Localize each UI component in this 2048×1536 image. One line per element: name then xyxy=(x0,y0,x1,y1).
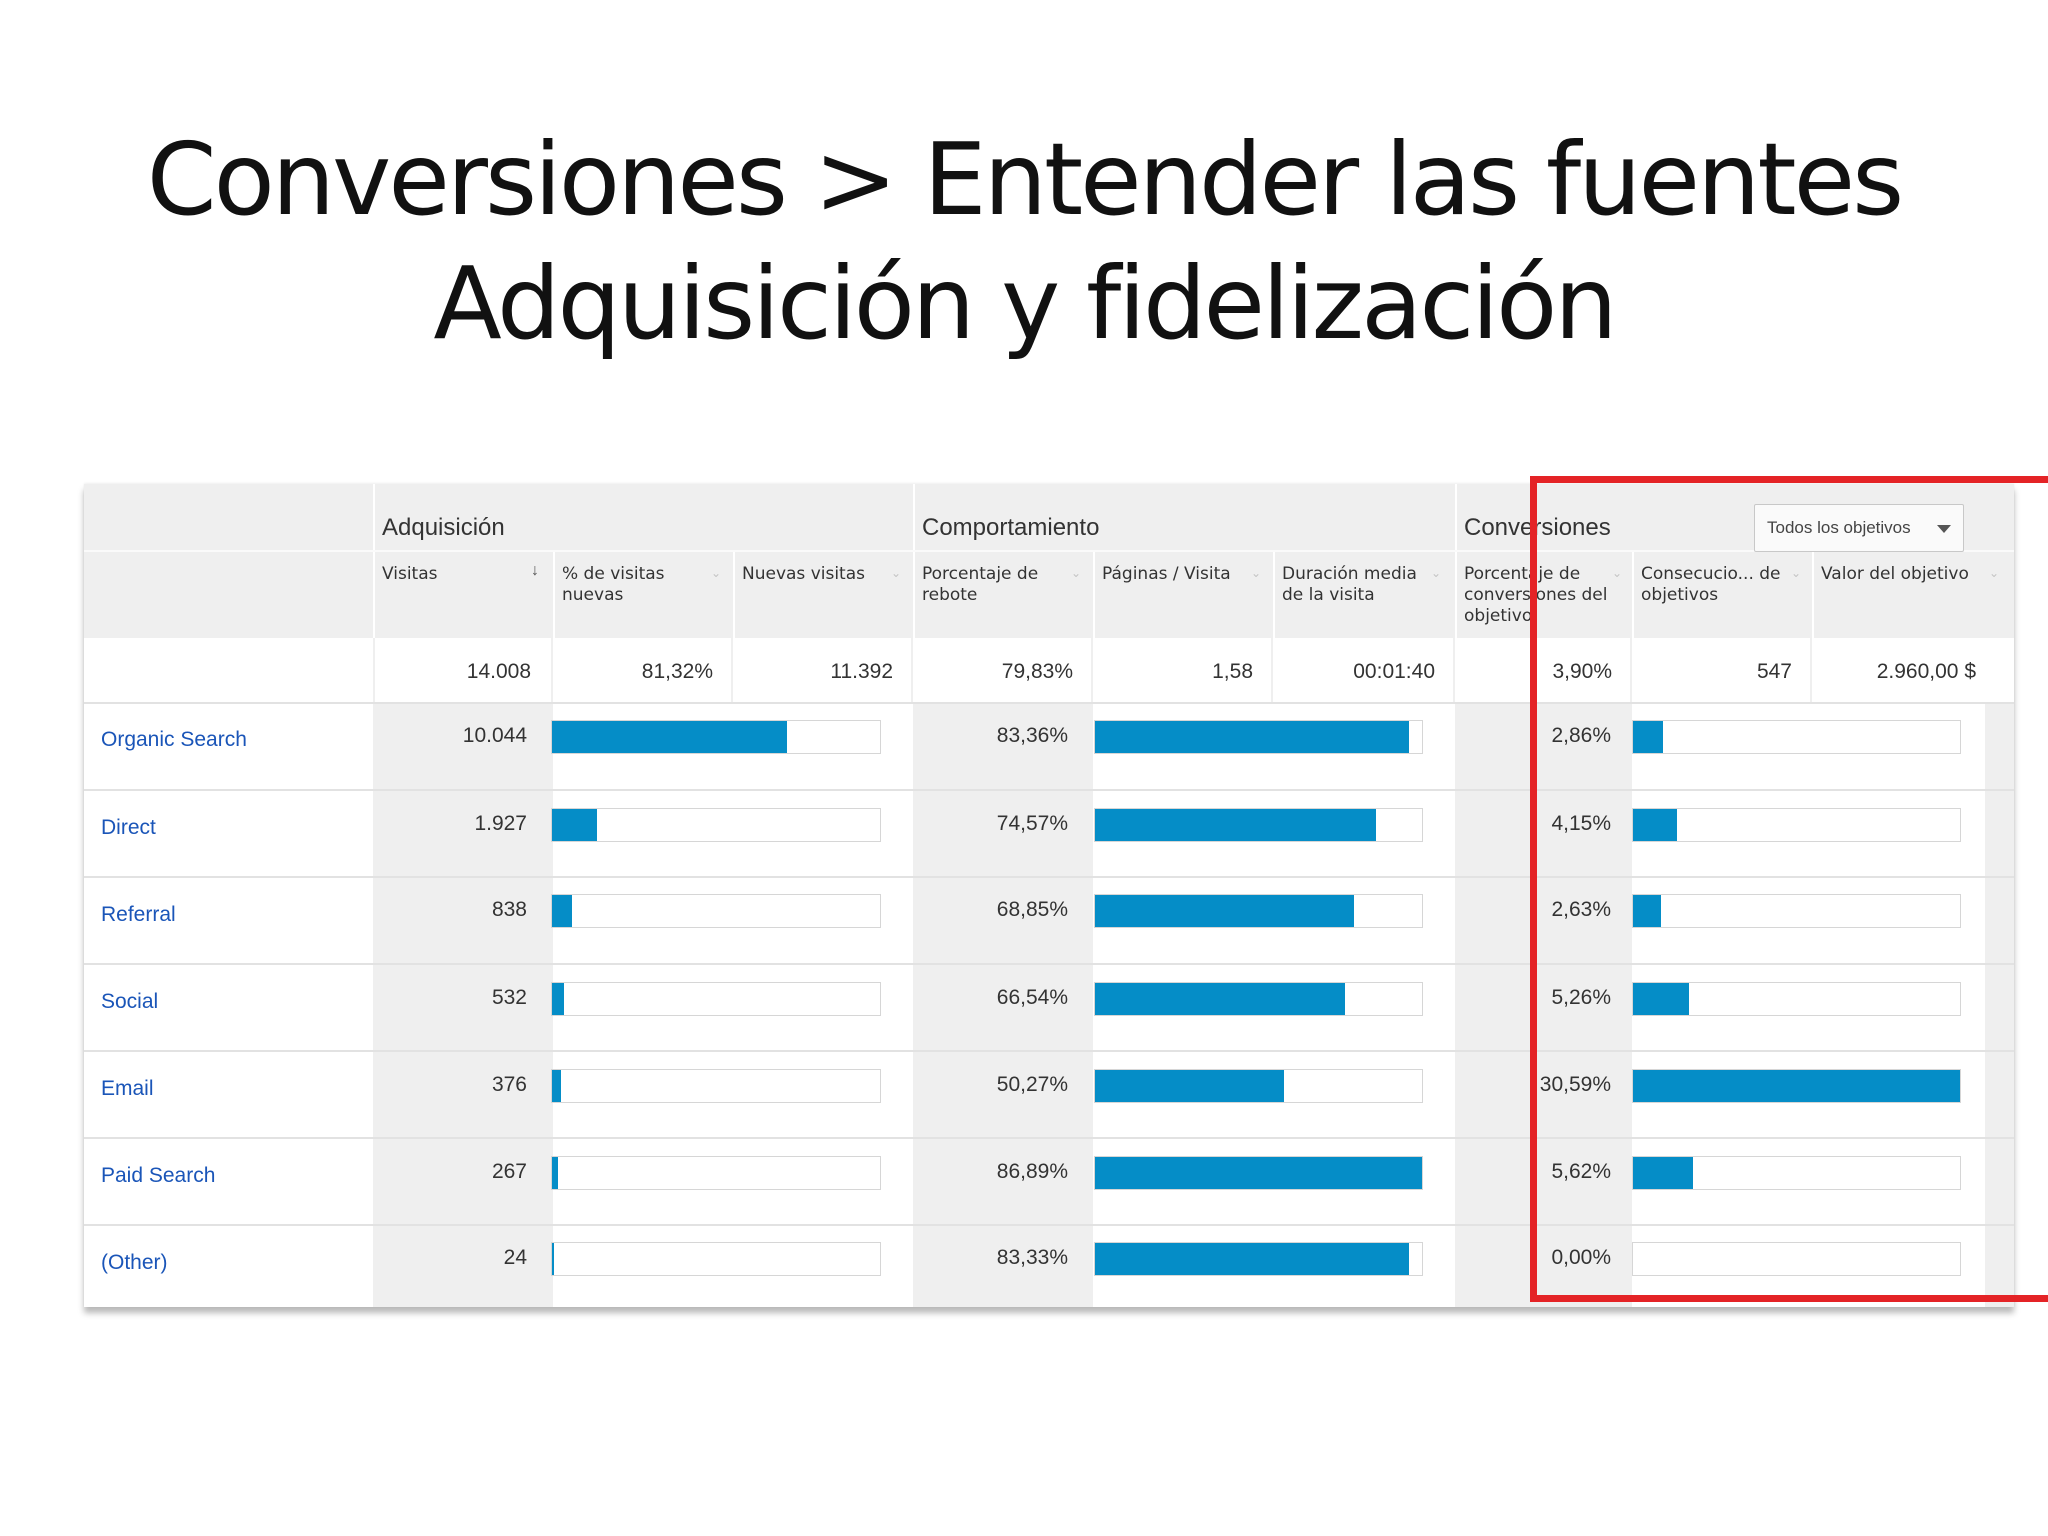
sort-toggle-icon[interactable]: ⌄ xyxy=(1251,566,1262,580)
column-header-pages-per-visit[interactable]: Páginas / Visita xyxy=(1102,564,1231,584)
slide-title-line-2: Adquisición y fidelización xyxy=(433,245,1617,362)
group-title-conversions: Conversiones xyxy=(1464,514,1611,541)
total-goal-value: 2.960,00 $ xyxy=(1876,660,1976,683)
sort-toggle-icon[interactable]: ⌄ xyxy=(1431,566,1442,580)
bounce-rate-value: 86,89% xyxy=(996,1160,1068,1183)
sort-toggle-icon[interactable]: ⌄ xyxy=(711,566,722,580)
visits-bar xyxy=(551,720,881,754)
bounce-rate-value: 83,36% xyxy=(996,724,1068,747)
visits-bar xyxy=(551,1242,881,1276)
conversion-rate-value: 4,15% xyxy=(1551,812,1611,835)
total-goal-conversion-rate: 3,90% xyxy=(1552,660,1612,683)
conversion-rate-value: 5,62% xyxy=(1551,1160,1611,1183)
goal-selector-label: Todos los objetivos xyxy=(1767,518,1911,537)
bounce-rate-value: 83,33% xyxy=(996,1246,1068,1269)
bounce-rate-bar xyxy=(1094,1069,1423,1103)
total-avg-visit-duration: 00:01:40 xyxy=(1353,660,1435,683)
bounce-rate-bar xyxy=(1094,720,1423,754)
conversion-rate-bar xyxy=(1632,1242,1961,1276)
total-bounce-rate: 79,83% xyxy=(1001,660,1073,683)
group-title-behavior: Comportamiento xyxy=(922,514,1100,541)
conversion-rate-bar xyxy=(1632,808,1961,842)
source-link[interactable]: Organic Search xyxy=(101,728,247,751)
source-link[interactable]: Paid Search xyxy=(101,1164,216,1187)
bounce-rate-bar xyxy=(1094,1156,1423,1190)
column-header-goal-completions[interactable]: Consecucio... de objetivos xyxy=(1641,564,1781,605)
bounce-rate-value: 66,54% xyxy=(996,986,1068,1009)
total-visits: 14.008 xyxy=(466,660,531,683)
visits-value: 24 xyxy=(503,1246,527,1269)
bounce-rate-bar xyxy=(1094,894,1423,928)
visits-value: 267 xyxy=(491,1160,527,1183)
visits-value: 532 xyxy=(491,986,527,1009)
sort-toggle-icon[interactable]: ⌄ xyxy=(1612,566,1623,580)
conversion-rate-value: 2,86% xyxy=(1551,724,1611,747)
bounce-rate-bar xyxy=(1094,808,1423,842)
visits-bar xyxy=(551,982,881,1016)
source-link[interactable]: (Other) xyxy=(101,1251,168,1274)
goal-selector-dropdown[interactable]: Todos los objetivos xyxy=(1754,504,1964,552)
conversion-rate-bar xyxy=(1632,982,1961,1016)
sort-toggle-icon[interactable]: ⌄ xyxy=(1071,566,1082,580)
total-goal-completions: 547 xyxy=(1756,660,1792,683)
sort-toggle-icon[interactable]: ⌄ xyxy=(1989,566,2000,580)
total-new-visits: 11.392 xyxy=(830,660,893,683)
visits-value: 1.927 xyxy=(474,812,527,835)
caret-down-icon xyxy=(1937,525,1951,533)
bounce-rate-value: 68,85% xyxy=(996,898,1068,921)
visits-value: 838 xyxy=(491,898,527,921)
sort-toggle-icon[interactable]: ⌄ xyxy=(1791,566,1802,580)
bounce-rate-value: 50,27% xyxy=(996,1073,1068,1096)
total-pages-per-visit: 1,58 xyxy=(1212,660,1253,683)
analytics-report-table: Adquisición Comportamiento Conversiones … xyxy=(84,476,2048,1307)
column-header-goal-conversion-rate[interactable]: Porcentaje de conversiones del objetivo xyxy=(1464,564,1608,626)
slide-title: Conversiones > Entender las fuentes Adqu… xyxy=(0,118,2048,366)
sort-toggle-icon[interactable]: ⌄ xyxy=(891,566,902,580)
conversion-rate-value: 5,26% xyxy=(1551,986,1611,1009)
visits-value: 376 xyxy=(491,1073,527,1096)
total-new-visits-percent: 81,32% xyxy=(641,660,713,683)
conversion-rate-value: 0,00% xyxy=(1551,1246,1611,1269)
visits-bar xyxy=(551,894,881,928)
column-header-goal-value[interactable]: Valor del objetivo xyxy=(1821,564,1969,584)
source-link[interactable]: Direct xyxy=(101,816,156,839)
conversion-rate-bar xyxy=(1632,720,1961,754)
column-header-visits[interactable]: Visitas xyxy=(382,564,438,584)
column-header-avg-visit-duration[interactable]: Duración media de la visita xyxy=(1282,564,1417,605)
group-title-acquisition: Adquisición xyxy=(382,514,505,541)
source-link[interactable]: Referral xyxy=(101,903,176,926)
column-header-new-visits[interactable]: Nuevas visitas xyxy=(742,564,865,584)
column-header-new-visits-percent[interactable]: % de visitas nuevas xyxy=(562,564,665,605)
sort-descending-icon[interactable]: ↓ xyxy=(531,562,539,579)
column-header-bounce-rate[interactable]: Porcentaje de rebote xyxy=(922,564,1039,605)
conversion-rate-value: 2,63% xyxy=(1551,898,1611,921)
visits-bar xyxy=(551,1156,881,1190)
bounce-rate-value: 74,57% xyxy=(996,812,1068,835)
conversion-rate-value: 30,59% xyxy=(1539,1073,1611,1096)
source-link[interactable]: Email xyxy=(101,1077,154,1100)
visits-value: 10.044 xyxy=(462,724,527,747)
conversion-rate-bar xyxy=(1632,1156,1961,1190)
conversion-rate-bar xyxy=(1632,894,1961,928)
visits-bar xyxy=(551,808,881,842)
bounce-rate-bar xyxy=(1094,1242,1423,1276)
conversion-rate-bar xyxy=(1632,1069,1961,1103)
source-link[interactable]: Social xyxy=(101,990,159,1013)
visits-bar xyxy=(551,1069,881,1103)
bounce-rate-bar xyxy=(1094,982,1423,1016)
slide-title-line-1: Conversiones > Entender las fuentes xyxy=(146,121,1904,238)
